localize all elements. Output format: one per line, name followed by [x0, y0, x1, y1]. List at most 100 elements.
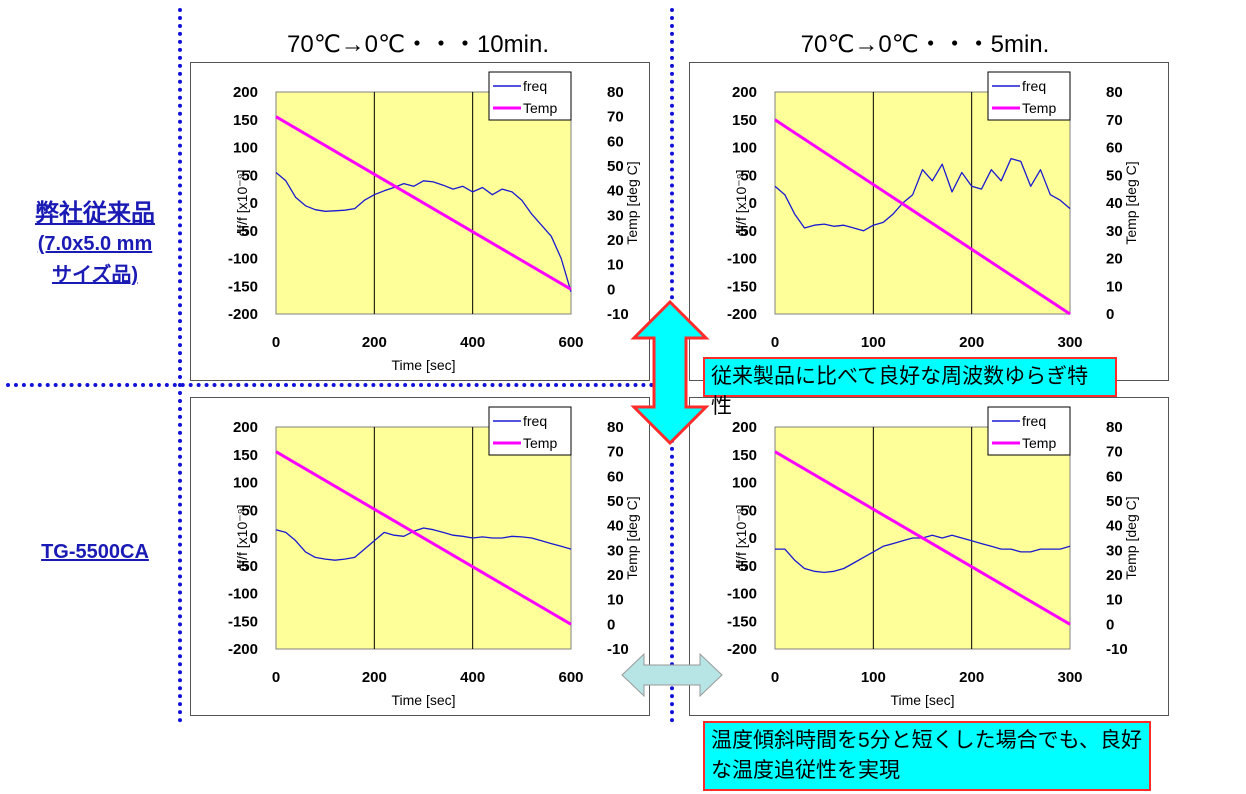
y-tick-label: -150 — [228, 613, 258, 630]
y-tick-label: 200 — [732, 419, 757, 436]
x-tick-label: 200 — [362, 669, 387, 686]
y-tick-label: 150 — [233, 447, 258, 464]
y2-tick-label: 70 — [607, 444, 624, 461]
y2-axis-label: Temp [deg C] — [624, 161, 640, 244]
y-tick-label: -100 — [727, 586, 757, 603]
row-label-tg5500ca: TG-5500CA — [10, 537, 180, 568]
chart-conventional-10min: 200150100500-50-100-150-2008070605040302… — [228, 71, 640, 373]
legend-box — [488, 406, 572, 456]
y2-tick-label: 30 — [607, 207, 624, 224]
y-tick-label: 100 — [233, 475, 258, 492]
legend-label: Temp — [1022, 100, 1056, 116]
x-tick-label: 200 — [959, 334, 984, 351]
y-tick-label: -100 — [228, 251, 258, 268]
y2-axis-label: Temp [deg C] — [624, 496, 640, 579]
legend-box — [488, 71, 572, 121]
y2-tick-label: 80 — [607, 419, 624, 436]
callout-stability: 従来製品に比べて良好な周波数ゆらぎ特性 — [703, 357, 1117, 418]
y-tick-label: 200 — [233, 84, 258, 101]
legend-box — [987, 71, 1071, 121]
y-tick-label: -50 — [735, 558, 757, 575]
y-tick-label: -200 — [727, 306, 757, 323]
legend-label: Temp — [523, 435, 557, 451]
y2-tick-label: 70 — [1106, 112, 1123, 129]
y-tick-label: -150 — [228, 278, 258, 295]
column-title-5min: 70℃→0℃・・・5min. — [800, 31, 1050, 58]
series-line-freq — [275, 527, 572, 561]
arrow-shape — [630, 300, 710, 445]
legend-label: freq — [1022, 78, 1046, 94]
callout-temperature-tracking: 温度傾斜時間を5分と短くした場合でも、良好 な温度追従性を実現 — [703, 721, 1151, 791]
divider-vertical-left — [178, 8, 182, 723]
y-tick-label: 150 — [233, 112, 258, 129]
column-title-10min: 70℃→0℃・・・10min. — [287, 31, 549, 58]
y-tick-label: 100 — [732, 475, 757, 492]
y2-tick-label: -10 — [1106, 641, 1128, 658]
y2-tick-label: 10 — [1106, 278, 1123, 295]
y-tick-label: -100 — [727, 251, 757, 268]
legend-label: freq — [1022, 413, 1046, 429]
chart-tg5500ca-10min: 200150100500-50-100-150-2008070605040302… — [228, 406, 640, 708]
series-line-temp — [774, 118, 1071, 316]
y2-tick-label: 10 — [1106, 592, 1123, 609]
y-tick-label: -200 — [727, 641, 757, 658]
y2-tick-label: -10 — [607, 641, 629, 658]
legend-label: Temp — [523, 100, 557, 116]
chart-panel: 200 150 100 50 0 -50 -100 -150 -200 80 70 60 50 40 30 2… — [190, 62, 650, 381]
y-tick-label: 0 — [749, 530, 757, 547]
divider-horizontal — [6, 383, 686, 387]
x-tick-label: 0 — [771, 669, 779, 686]
y2-tick-label: 50 — [607, 493, 624, 510]
chart-tg5500ca-5min: 200150100500-50-100-150-2008070605040302… — [727, 406, 1139, 708]
x-tick-label: 300 — [1057, 334, 1082, 351]
y-tick-label: 100 — [732, 140, 757, 157]
y-tick-label: 0 — [250, 530, 258, 547]
series-line-temp — [275, 450, 572, 626]
y-tick-label: -150 — [727, 613, 757, 630]
series-line-temp — [774, 450, 1071, 626]
y2-tick-label: 50 — [1106, 493, 1123, 510]
y2-tick-label: 20 — [1106, 251, 1123, 268]
y2-tick-label: 20 — [1106, 567, 1123, 584]
x-tick-label: 200 — [959, 669, 984, 686]
y2-tick-label: 60 — [607, 468, 624, 485]
legend-label: freq — [523, 78, 547, 94]
y-axis-label: df/f [x10⁻⁹] — [234, 504, 250, 571]
y-tick-label: 50 — [241, 502, 258, 519]
y-tick-label: 50 — [740, 502, 757, 519]
y2-tick-label: 20 — [607, 232, 624, 249]
y-tick-label: -150 — [727, 278, 757, 295]
x-tick-label: 400 — [460, 334, 485, 351]
y-tick-label: 200 — [233, 419, 258, 436]
y2-tick-label: 60 — [1106, 140, 1123, 157]
y-tick-label: 50 — [241, 167, 258, 184]
legend-box — [987, 406, 1071, 456]
x-tick-label: 600 — [558, 669, 583, 686]
double-arrow-vertical-icon — [630, 300, 710, 445]
series-line-temp — [275, 115, 572, 291]
y2-tick-label: 30 — [1106, 542, 1123, 559]
double-arrow-horizontal-icon — [621, 652, 723, 698]
y2-tick-label: 80 — [607, 84, 624, 101]
y-tick-label: 100 — [233, 140, 258, 157]
y-tick-label: -200 — [228, 306, 258, 323]
x-tick-label: 0 — [272, 334, 280, 351]
arrow-shape — [621, 652, 723, 698]
y2-tick-label: 30 — [1106, 223, 1123, 240]
chart-panel: 200 150 100 50 0 -50 -100 -150 -200 80 70 60 50 40 30 2… — [689, 397, 1169, 716]
chart-panel: 200 150 100 50 0 -50 -100 -150 -200 80 70 60 50 40 30 2… — [689, 62, 1169, 381]
x-tick-label: 300 — [1057, 669, 1082, 686]
y-tick-label: -50 — [236, 223, 258, 240]
y-tick-label: 50 — [740, 167, 757, 184]
y2-tick-label: 0 — [607, 281, 615, 298]
y2-tick-label: 10 — [607, 592, 624, 609]
x-tick-label: 100 — [861, 669, 886, 686]
row-label-line: サイズ品) — [51, 264, 139, 286]
y2-tick-label: -10 — [607, 306, 629, 323]
x-axis-label: Time [sec] — [890, 692, 954, 708]
x-axis-label: Time [sec] — [391, 692, 455, 708]
chart-conventional-5min: 200150100500-50-100-150-2008070605040302… — [727, 71, 1139, 351]
x-axis-label: Time [sec] — [391, 357, 455, 373]
plot-area — [774, 91, 1071, 315]
y-tick-label: 150 — [732, 112, 757, 129]
